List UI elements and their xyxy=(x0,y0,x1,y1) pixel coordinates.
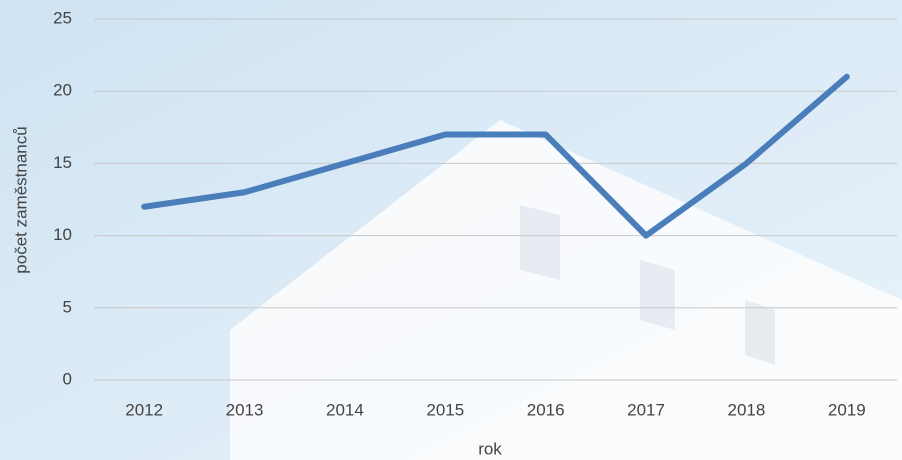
x-tick-label: 2014 xyxy=(326,400,364,419)
window xyxy=(640,260,675,330)
x-tick-label: 2012 xyxy=(125,400,163,419)
x-tick-label: 2018 xyxy=(728,400,766,419)
x-tick-label: 2013 xyxy=(226,400,264,419)
y-tick-label: 25 xyxy=(53,8,72,27)
x-tick-label: 2019 xyxy=(828,400,866,419)
x-tick-label: 2015 xyxy=(426,400,464,419)
x-axis-title: rok xyxy=(478,439,502,458)
y-tick-label: 10 xyxy=(53,225,72,244)
x-tick-label: 2016 xyxy=(527,400,565,419)
y-tick-label: 20 xyxy=(53,81,72,100)
x-tick-label: 2017 xyxy=(627,400,665,419)
data-line xyxy=(141,73,850,239)
y-tick-label: 15 xyxy=(53,153,72,172)
window xyxy=(745,300,775,365)
window xyxy=(520,205,560,280)
y-tick-label: 0 xyxy=(63,369,72,388)
building xyxy=(230,120,902,460)
y-tick-label: 5 xyxy=(63,297,72,316)
y-axis-title: počet zaměstnanců xyxy=(11,126,30,273)
